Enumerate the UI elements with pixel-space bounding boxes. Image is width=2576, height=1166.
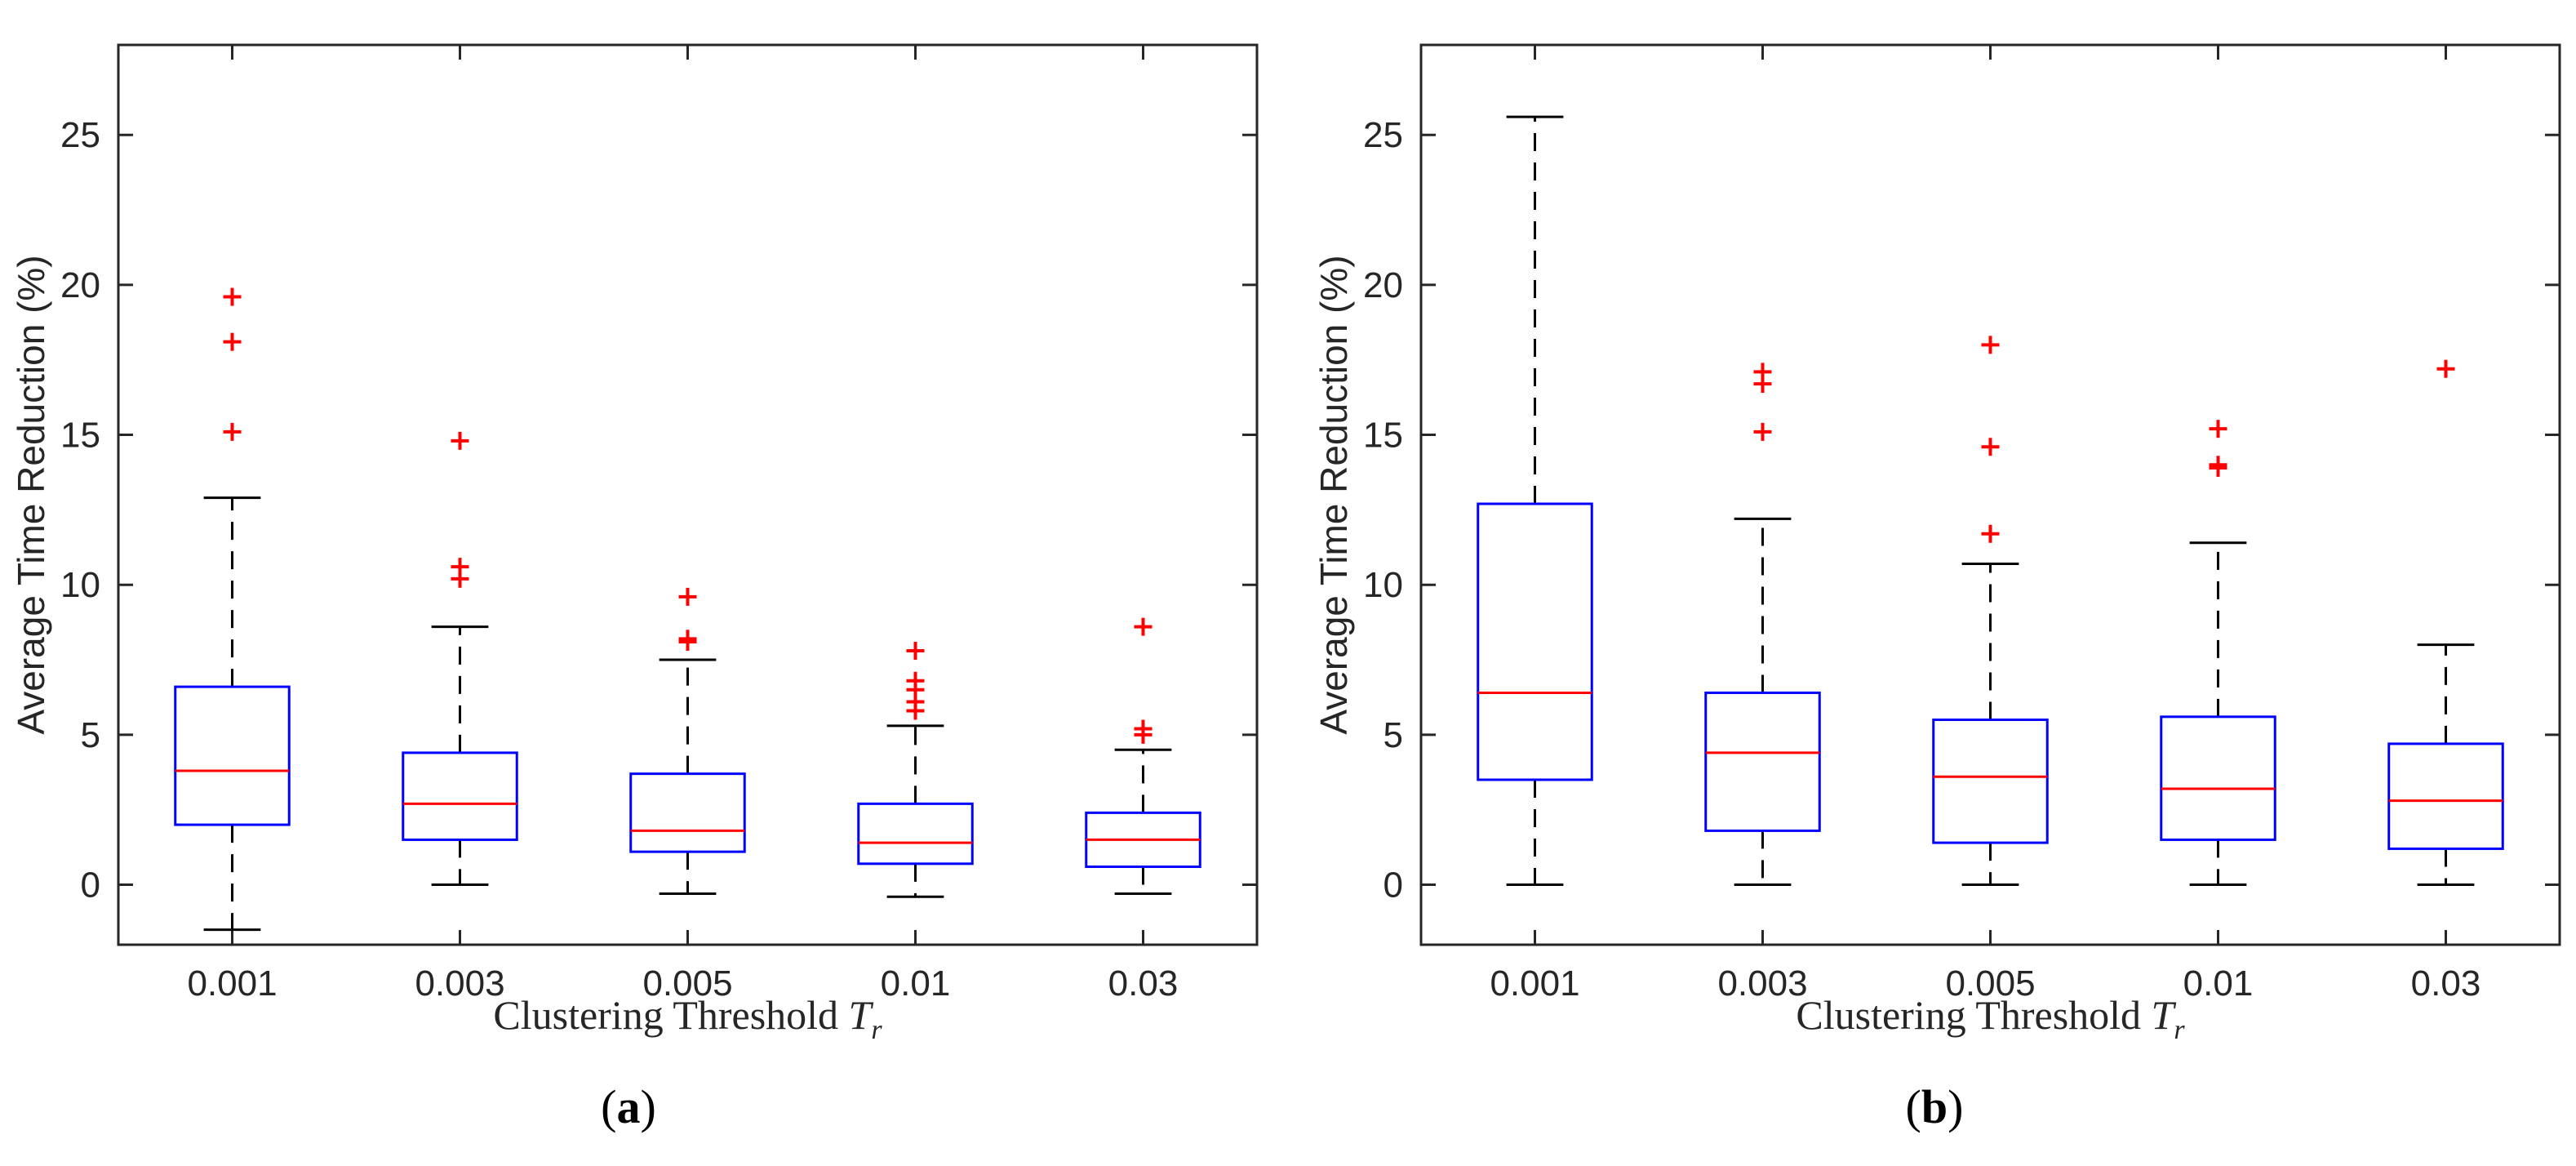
panel-a-box-group: [629, 587, 746, 896]
panel-a-ytick-label: 10: [60, 565, 100, 605]
panel-b-ytick-label: 10: [1363, 565, 1403, 605]
panel-b-caption-letter: b: [1921, 1080, 1948, 1133]
panel-b-ytick-label: 20: [1363, 265, 1403, 305]
panel-a-outlier-marker: [451, 431, 469, 450]
panel-b-iqr-box: [1932, 719, 2049, 844]
panel-b-ytick-label: 0: [1383, 866, 1403, 906]
panel-a-caption-close: ): [641, 1080, 656, 1133]
panel-b-y-axis-label: Average Time Reduction (%): [1312, 255, 1355, 734]
panel-b-box-group: [1932, 336, 2049, 887]
panel-b-outlier-marker: [1753, 363, 1772, 381]
panel-b-xtick-label: 0.03: [2411, 964, 2481, 1004]
panel-b-outlier-marker: [2209, 456, 2227, 474]
panel-b-x-axis-label-symbol: T: [2152, 992, 2177, 1038]
panel-b-ytick-label: 15: [1363, 416, 1403, 456]
panel-a-outlier-marker: [1134, 719, 1153, 738]
panel-a-outlier-marker: [223, 422, 242, 441]
panel-a-x-axis-label-subscript: r: [871, 1015, 882, 1045]
panel-a-outlier-marker: [906, 642, 925, 661]
panel-a-box-group: [857, 642, 974, 898]
panel-a-x-axis-label-text: Clustering Threshold: [493, 992, 848, 1038]
panel-a-x-axis-label-symbol: T: [849, 992, 874, 1038]
panel-b-caption-close: ): [1948, 1080, 1963, 1133]
panel-a-outlier-marker: [451, 558, 469, 576]
panel-b-iqr-box: [1704, 691, 1821, 832]
panel-b-ytick-label: 5: [1383, 715, 1403, 755]
panel-b-outlier-marker: [2209, 420, 2227, 438]
panel-b-outlier-marker: [1981, 336, 2000, 354]
panel-b-box-group: [1704, 363, 1821, 887]
panel-a-outlier-marker: [678, 587, 697, 606]
panel-b-caption-open: (: [1906, 1080, 1921, 1133]
panel-b-outlier-marker: [1753, 422, 1772, 441]
panel-a-boxplot: 0 5 10 15 20 25 0.001 0.003 0.005 0.01 0.03 Average…: [10, 43, 1259, 1133]
panel-b-x-axis-label: Clustering Threshold Tr: [1796, 992, 2185, 1045]
panel-a-xtick-label: 0.005: [642, 964, 732, 1004]
panel-b-boxplot: 0 5 10 15 20 25 0.001 0.003 0.005 0.01 0.03 Average…: [1312, 43, 2561, 1133]
panel-a-box-group: [174, 287, 291, 932]
panel-a-outlier-marker: [678, 630, 697, 648]
panel-b-iqr-box: [2387, 742, 2504, 850]
panel-b-box-group: [1477, 115, 1593, 887]
panel-a-xtick-label: 0.01: [881, 964, 951, 1004]
panel-b-box-group: [2160, 420, 2276, 887]
panel-b-outlier-marker: [1981, 438, 2000, 456]
panel-a-outlier-marker: [906, 671, 925, 690]
panel-a-box-group: [1085, 617, 1201, 896]
panel-b-outlier-marker: [2436, 359, 2455, 378]
panel-b-xtick-label: 0.005: [1945, 964, 2035, 1004]
panel-a-ytick-label: 0: [81, 866, 100, 906]
panel-b-outlier-marker: [1981, 524, 2000, 543]
panel-b-xtick-label: 0.01: [2183, 964, 2254, 1004]
panel-b-x-axis-label-text: Clustering Threshold: [1796, 992, 2151, 1038]
panel-a-x-axis-label: Clustering Threshold Tr: [493, 992, 882, 1045]
panel-a-iqr-box: [402, 751, 518, 841]
panel-a-xtick-label: 0.03: [1108, 964, 1179, 1004]
panel-b-ytick-label: 25: [1363, 115, 1403, 155]
panel-a-xtick-label: 0.003: [415, 964, 504, 1004]
panel-a-xtick-label: 0.001: [187, 964, 277, 1004]
panel-a-caption-open: (: [601, 1080, 616, 1133]
panel-a-iqr-box: [174, 685, 291, 826]
panel-a-ytick-label: 20: [60, 265, 100, 305]
panel-a-ytick-label: 25: [60, 115, 100, 155]
panel-b-xtick-label: 0.003: [1717, 964, 1807, 1004]
panel-a-iqr-box: [629, 772, 746, 853]
panel-b-iqr-box: [2160, 715, 2276, 841]
panel-a-caption: (a): [601, 1080, 656, 1133]
panel-a-ytick-label: 15: [60, 416, 100, 456]
panel-a-y-axis-label: Average Time Reduction (%): [10, 255, 52, 734]
panel-a-caption-letter: a: [617, 1080, 641, 1133]
panel-b-box-group: [2387, 359, 2504, 887]
panel-b-iqr-box: [1477, 502, 1593, 781]
panel-a-outlier-marker: [223, 287, 242, 306]
panel-b-x-axis-label-subscript: r: [2174, 1015, 2185, 1045]
panel-a-iqr-box: [857, 802, 974, 866]
panel-a-box-group: [402, 431, 518, 887]
panel-a-ytick-label: 5: [81, 715, 100, 755]
panel-b-caption: (b): [1906, 1080, 1964, 1133]
panel-b-xtick-label: 0.001: [1490, 964, 1579, 1004]
panel-a-outlier-marker: [1134, 617, 1153, 636]
panel-a-outlier-marker: [223, 332, 242, 351]
